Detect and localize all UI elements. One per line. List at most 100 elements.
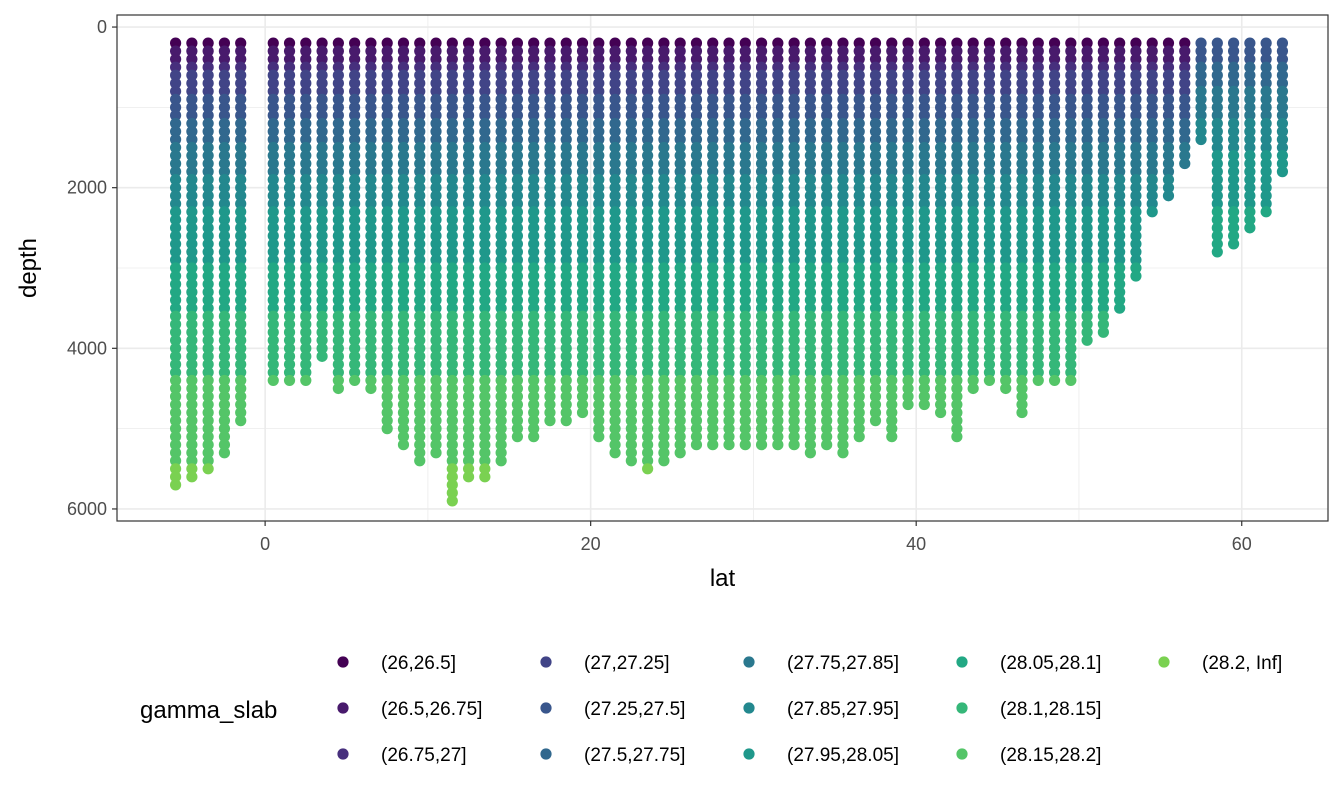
data-point [218, 415, 231, 427]
data-point [788, 374, 800, 387]
data-point [186, 294, 198, 306]
data-point [495, 431, 507, 443]
data-point [1195, 53, 1207, 65]
data-point [414, 358, 426, 370]
data-point [1211, 182, 1223, 194]
data-point [495, 166, 507, 178]
data-point [739, 133, 751, 146]
data-point [267, 69, 279, 81]
data-point [1211, 214, 1223, 226]
data-point [283, 125, 296, 138]
data-point [267, 45, 279, 57]
data-point [1065, 318, 1077, 330]
data-point [332, 342, 344, 354]
data-point [560, 133, 572, 146]
data-point [755, 182, 768, 194]
data-point [283, 310, 296, 322]
data-point [169, 398, 182, 411]
data-point [576, 45, 589, 57]
data-point [967, 238, 979, 250]
data-point [1130, 270, 1142, 282]
data-point [267, 37, 279, 49]
data-point [1032, 69, 1044, 81]
data-point [300, 374, 312, 387]
data-point [755, 77, 768, 89]
data-point [365, 174, 377, 186]
data-point [642, 214, 654, 226]
data-point [658, 206, 670, 218]
data-point [821, 431, 833, 443]
data-point [446, 93, 458, 105]
data-point [414, 254, 426, 266]
data-point [983, 182, 996, 194]
data-point [511, 415, 524, 427]
data-point [462, 334, 475, 346]
data-point [755, 93, 768, 105]
data-point [365, 182, 377, 194]
data-point [560, 310, 572, 322]
data-point [658, 93, 670, 105]
data-point [267, 53, 279, 65]
data-point [674, 302, 686, 314]
data-point [528, 382, 540, 395]
data-point [381, 174, 393, 186]
data-point [202, 238, 214, 250]
data-point [918, 366, 930, 379]
data-point [365, 246, 377, 258]
data-point [739, 53, 751, 65]
data-point [511, 286, 524, 298]
data-point [446, 230, 458, 242]
data-point [1000, 77, 1012, 89]
data-point [869, 85, 882, 97]
data-point [1130, 117, 1142, 130]
data-point [235, 69, 247, 81]
data-point [544, 382, 556, 395]
data-point [283, 149, 296, 162]
data-point [1130, 53, 1142, 65]
data-point [479, 439, 491, 451]
data-point [804, 93, 816, 105]
data-point [788, 439, 800, 451]
data-point [349, 214, 361, 226]
data-point [739, 310, 751, 322]
data-point [772, 222, 784, 234]
data-point [267, 149, 279, 162]
legend-label: (27.85,27.95] [787, 699, 899, 720]
data-point [316, 149, 328, 162]
data-point [1000, 318, 1012, 330]
data-point [869, 294, 882, 306]
data-point [1114, 222, 1126, 234]
data-point [755, 190, 768, 202]
data-point [658, 358, 670, 370]
data-point [723, 406, 735, 419]
data-point [755, 374, 768, 387]
data-point [625, 415, 637, 427]
data-point [1146, 141, 1158, 154]
data-point [902, 45, 914, 57]
data-point [804, 439, 816, 451]
data-point [1227, 109, 1240, 121]
data-point [462, 230, 475, 242]
data-point [1000, 85, 1012, 97]
data-point [544, 270, 556, 282]
data-point [902, 350, 914, 362]
data-point [918, 133, 930, 146]
data-point [1097, 157, 1109, 170]
data-point [821, 117, 833, 130]
data-point [349, 206, 361, 218]
data-point [755, 415, 768, 427]
data-point [935, 222, 947, 234]
data-point [951, 350, 963, 362]
data-point [235, 166, 247, 178]
data-point [918, 342, 930, 354]
data-point [821, 423, 833, 435]
legend-label: (28.05,28.1] [1000, 653, 1101, 674]
data-point [853, 238, 865, 250]
data-point [1244, 77, 1256, 89]
data-point [853, 326, 865, 338]
data-point [479, 447, 491, 459]
data-point [772, 334, 784, 346]
data-point [593, 270, 605, 282]
data-point [918, 157, 930, 170]
data-point [479, 334, 491, 346]
